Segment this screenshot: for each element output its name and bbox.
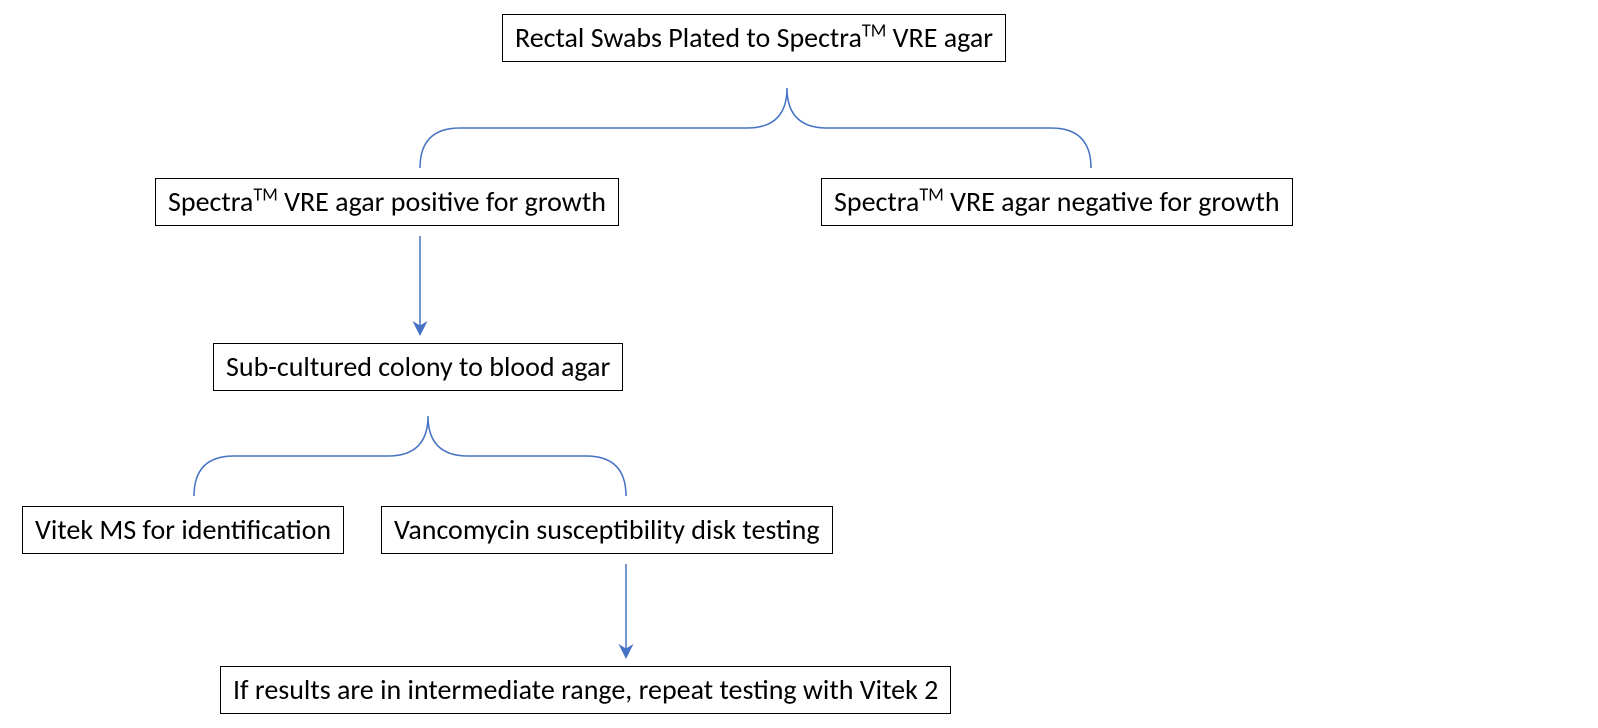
node-negative-sup: TM [919, 184, 943, 206]
node-root-pre: Rectal Swabs Plated to Spectra [515, 20, 862, 55]
node-root: Rectal Swabs Plated to SpectraTM VRE aga… [502, 14, 1006, 62]
node-positive-post: VRE agar positive for growth [278, 184, 606, 219]
node-root-post: VRE agar [886, 20, 993, 55]
node-positive: SpectraTM VRE agar positive for growth [155, 178, 619, 226]
node-negative-pre: Spectra [834, 184, 919, 219]
node-vitekms: Vitek MS for identification [22, 506, 344, 554]
node-repeat: If results are in intermediate range, re… [220, 666, 951, 714]
node-subculture: Sub-cultured colony to blood agar [213, 343, 623, 391]
node-positive-pre: Spectra [168, 184, 253, 219]
node-positive-sup: TM [253, 184, 277, 206]
node-negative: SpectraTM VRE agar negative for growth [821, 178, 1293, 226]
node-vanco: Vancomycin susceptibility disk testing [381, 506, 833, 554]
node-root-sup: TM [862, 20, 886, 42]
node-negative-post: VRE agar negative for growth [944, 184, 1280, 219]
